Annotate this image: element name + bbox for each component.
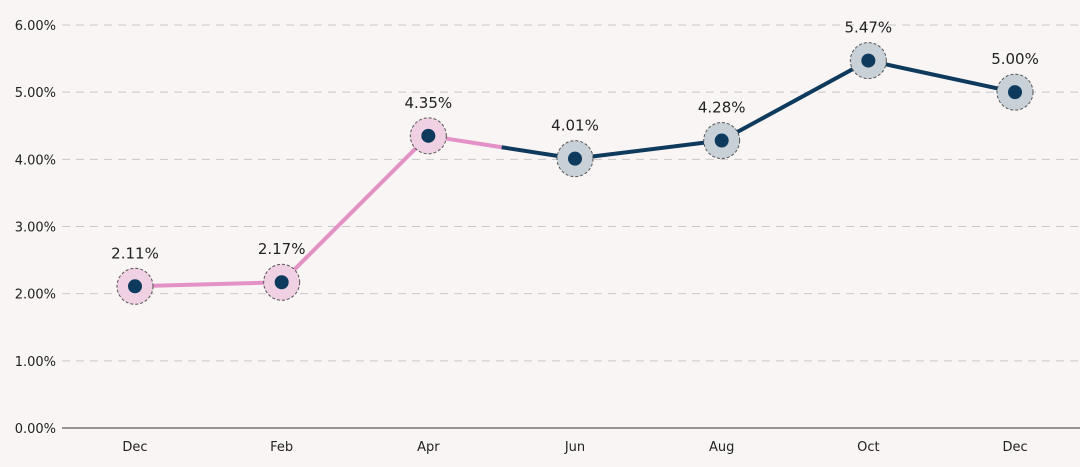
y-tick-label: 0.00% — [15, 422, 56, 437]
data-label: 4.35% — [405, 94, 453, 112]
x-tick-label: Jun — [564, 440, 585, 455]
y-tick-label: 1.00% — [15, 355, 56, 370]
data-label: 5.00% — [991, 50, 1039, 68]
data-label: 4.01% — [551, 117, 599, 135]
data-label: 4.28% — [698, 99, 746, 117]
data-point — [714, 133, 729, 148]
x-tick-label: Aug — [709, 440, 734, 455]
y-tick-label: 6.00% — [15, 19, 56, 34]
y-tick-label: 5.00% — [15, 86, 56, 101]
x-tick-label: Apr — [417, 440, 440, 455]
x-tick-label: Dec — [122, 440, 147, 455]
x-tick-label: Oct — [857, 440, 879, 455]
line-segment — [867, 58, 1016, 95]
line-segment-highlight — [134, 280, 282, 289]
data-label: 5.47% — [845, 19, 893, 37]
x-tick-label: Feb — [270, 440, 293, 455]
data-point — [128, 279, 142, 294]
data-label: 2.17% — [258, 240, 306, 258]
line-segment-highlight — [280, 134, 430, 284]
y-tick-label: 2.00% — [15, 288, 56, 303]
line-segment — [574, 138, 722, 161]
data-point — [274, 275, 289, 290]
data-point — [568, 151, 583, 166]
data-label: 2.11% — [111, 244, 159, 262]
data-point — [421, 128, 436, 143]
x-tick-label: Dec — [1002, 440, 1027, 455]
line-segment — [720, 58, 870, 143]
data-point — [861, 53, 876, 68]
y-tick-label: 4.00% — [15, 153, 56, 168]
y-tick-label: 3.00% — [15, 221, 56, 236]
data-point — [1008, 85, 1023, 100]
